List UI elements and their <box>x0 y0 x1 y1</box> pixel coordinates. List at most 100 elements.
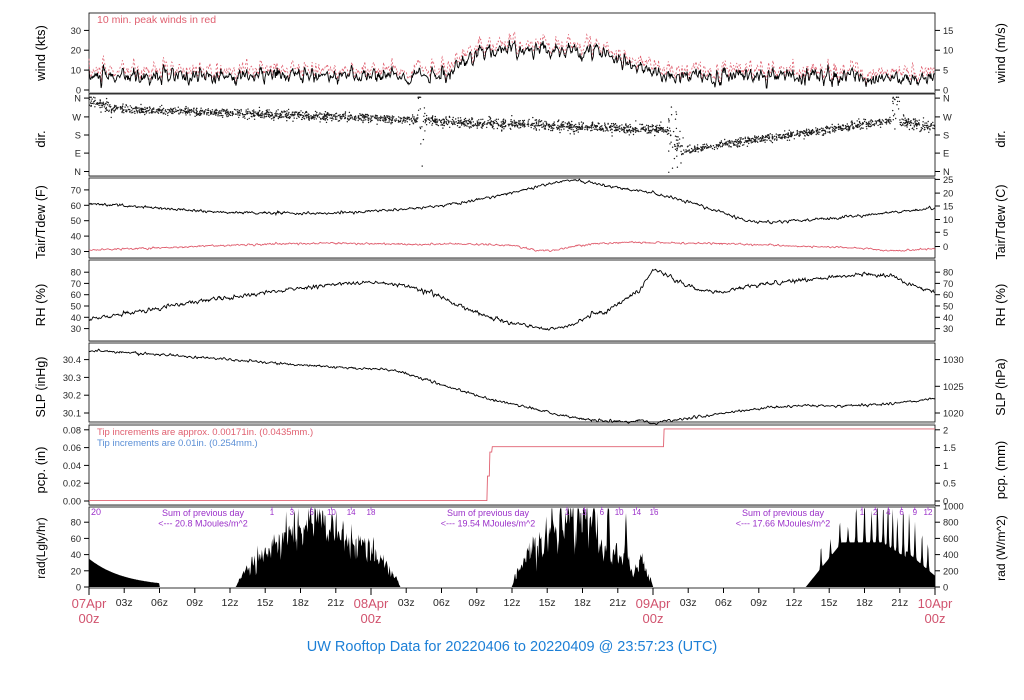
svg-text:2: 2 <box>943 425 948 435</box>
svg-text:40: 40 <box>71 550 81 560</box>
svg-text:00z: 00z <box>643 611 664 626</box>
svg-text:3: 3 <box>290 508 295 517</box>
svg-text:SLP (inHg): SLP (inHg) <box>34 357 48 418</box>
svg-text:W: W <box>72 112 81 122</box>
svg-text:N: N <box>943 94 950 104</box>
svg-text:18z: 18z <box>292 597 309 609</box>
svg-text:03z: 03z <box>398 597 415 609</box>
svg-text:S: S <box>75 131 81 141</box>
svg-text:25: 25 <box>943 175 953 185</box>
svg-text:06z: 06z <box>715 597 732 609</box>
svg-text:1: 1 <box>860 508 865 517</box>
svg-text:RH (%): RH (%) <box>993 284 1008 327</box>
svg-text:1000: 1000 <box>943 501 964 511</box>
svg-text:10: 10 <box>943 215 953 225</box>
svg-text:30: 30 <box>71 247 81 257</box>
svg-text:dir.: dir. <box>33 130 48 147</box>
svg-text:0.08: 0.08 <box>63 425 81 435</box>
svg-text:60: 60 <box>71 290 81 300</box>
svg-text:5: 5 <box>943 228 948 238</box>
svg-text:1: 1 <box>270 508 275 517</box>
svg-text:6: 6 <box>899 508 904 517</box>
svg-text:18z: 18z <box>856 597 873 609</box>
svg-text:12z: 12z <box>222 597 239 609</box>
svg-text:60: 60 <box>943 290 953 300</box>
svg-text:9: 9 <box>913 508 918 517</box>
svg-text:10Apr: 10Apr <box>918 596 953 611</box>
svg-text:N: N <box>74 94 81 104</box>
svg-text:<--- 17.66 MJoules/m^2: <--- 17.66 MJoules/m^2 <box>736 519 831 529</box>
svg-text:3: 3 <box>582 508 587 517</box>
svg-text:60: 60 <box>71 534 81 544</box>
svg-text:12z: 12z <box>504 597 521 609</box>
svg-text:15z: 15z <box>539 597 556 609</box>
svg-text:1.5: 1.5 <box>943 443 956 453</box>
svg-text:30: 30 <box>943 324 953 334</box>
svg-text:10 min. peak winds in red: 10 min. peak winds in red <box>97 14 216 26</box>
svg-text:Sum of previous day: Sum of previous day <box>742 508 825 518</box>
svg-text:0.04: 0.04 <box>63 461 81 471</box>
svg-text:10: 10 <box>71 66 81 76</box>
svg-text:1: 1 <box>943 461 948 471</box>
svg-text:20: 20 <box>71 566 81 576</box>
svg-text:80: 80 <box>943 268 953 278</box>
svg-text:00z: 00z <box>79 611 100 626</box>
svg-text:70: 70 <box>943 279 953 289</box>
svg-text:21z: 21z <box>609 597 626 609</box>
svg-text:08Apr: 08Apr <box>354 596 389 611</box>
svg-text:15z: 15z <box>821 597 838 609</box>
svg-text:50: 50 <box>71 302 81 312</box>
svg-text:<--- 19.54 MJoules/m^2: <--- 19.54 MJoules/m^2 <box>441 519 536 529</box>
svg-text:20: 20 <box>91 507 101 517</box>
svg-text:20: 20 <box>943 189 953 199</box>
svg-text:400: 400 <box>943 550 959 560</box>
svg-text:21z: 21z <box>327 597 344 609</box>
svg-text:10: 10 <box>615 508 624 517</box>
svg-text:800: 800 <box>943 518 959 528</box>
svg-text:0.5: 0.5 <box>943 479 956 489</box>
svg-text:rad(Lgly/hr): rad(Lgly/hr) <box>34 517 48 578</box>
svg-text:30: 30 <box>71 26 81 36</box>
svg-text:20: 20 <box>71 46 81 56</box>
svg-text:16: 16 <box>650 508 659 517</box>
svg-text:rad (W/m^2): rad (W/m^2) <box>994 515 1008 581</box>
svg-text:18: 18 <box>367 508 376 517</box>
svg-text:pcp. (in): pcp. (in) <box>33 447 48 494</box>
svg-text:0: 0 <box>943 583 948 593</box>
svg-text:S: S <box>943 131 949 141</box>
svg-text:09z: 09z <box>186 597 203 609</box>
svg-text:Tip increments are 0.01in. (0.: Tip increments are 0.01in. (0.254mm.) <box>97 438 258 449</box>
svg-text:RH (%): RH (%) <box>33 284 48 327</box>
svg-text:SLP (hPa): SLP (hPa) <box>994 358 1008 415</box>
svg-text:5: 5 <box>943 66 948 76</box>
svg-text:<--- 20.8 MJoules/m^2: <--- 20.8 MJoules/m^2 <box>158 519 248 529</box>
svg-text:70: 70 <box>71 185 81 195</box>
svg-text:200: 200 <box>943 566 959 576</box>
svg-text:30.3: 30.3 <box>63 373 81 383</box>
svg-text:pcp. (mm): pcp. (mm) <box>993 441 1008 500</box>
svg-text:4: 4 <box>886 508 891 517</box>
svg-text:0.00: 0.00 <box>63 497 81 507</box>
svg-text:Tip increments are approx. 0.0: Tip increments are approx. 0.00171in. (0… <box>97 427 313 438</box>
svg-text:UW Rooftop Data for 20220406: UW Rooftop Data for 20220406 to 20220409… <box>307 639 718 655</box>
svg-text:Sum of previous day: Sum of previous day <box>162 508 245 518</box>
svg-text:12z: 12z <box>786 597 803 609</box>
svg-text:07Apr: 07Apr <box>72 596 107 611</box>
svg-text:Tair/Tdew (C): Tair/Tdew (C) <box>994 184 1008 259</box>
svg-text:50: 50 <box>71 216 81 226</box>
svg-text:0: 0 <box>943 242 948 252</box>
svg-text:2: 2 <box>873 508 878 517</box>
svg-text:30.1: 30.1 <box>63 409 81 419</box>
svg-text:40: 40 <box>71 313 81 323</box>
svg-text:12: 12 <box>924 508 933 517</box>
svg-text:18z: 18z <box>574 597 591 609</box>
svg-text:600: 600 <box>943 534 959 544</box>
svg-text:E: E <box>75 149 81 159</box>
svg-text:wind (m/s): wind (m/s) <box>993 23 1008 84</box>
svg-text:09Apr: 09Apr <box>636 596 671 611</box>
svg-text:15: 15 <box>943 26 953 36</box>
svg-text:09z: 09z <box>750 597 767 609</box>
svg-text:30.4: 30.4 <box>63 355 81 365</box>
svg-text:06z: 06z <box>433 597 450 609</box>
svg-text:03z: 03z <box>680 597 697 609</box>
